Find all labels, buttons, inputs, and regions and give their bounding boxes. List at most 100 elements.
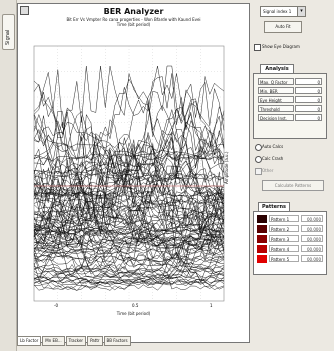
- ber-chart-window: -0 0.5 1 BER Analyzer Bit Err Vs Vmpter Ro…: [17, 3, 250, 343]
- tab-tracker[interactable]: Tracker: [65, 336, 87, 346]
- measurement-row: Eye Height 0: [258, 96, 322, 104]
- eye-trace: [33, 188, 225, 291]
- eye-trace: [33, 148, 225, 198]
- eye-trace: [33, 157, 225, 212]
- eye-diagram-plot[interactable]: -0 0.5 1: [18, 4, 249, 342]
- eye-trace: [33, 115, 225, 208]
- eye-trace: [33, 76, 225, 175]
- show-eye-diagram-label: Show Eye Diagram: [262, 44, 300, 49]
- eye-trace: [33, 227, 225, 245]
- eye-trace: [33, 182, 225, 246]
- measurement-value: 0: [295, 78, 322, 85]
- auto-calc-label: Auto Calcs: [262, 144, 284, 149]
- pattern-label: Pattern 3: [269, 235, 299, 242]
- analysis-side-panel: Signal index 1 ▾ Auto Fit Show Eye Diagr…: [250, 0, 334, 351]
- x-tick-label: -0: [54, 303, 58, 308]
- tab-lb-factor[interactable]: Lb Factor: [17, 336, 42, 346]
- eye-trace: [33, 139, 225, 247]
- eye-trace: [33, 172, 225, 220]
- eye-trace: [33, 268, 225, 286]
- patterns-box: Pattern 1 00.000 Pattern 2 00.000 Patter…: [253, 211, 327, 275]
- eye-trace: [33, 148, 225, 239]
- eye-trace: [33, 136, 225, 198]
- eye-trace: [33, 244, 225, 291]
- eye-trace: [33, 223, 225, 236]
- tab-min-ber[interactable]: Mn EB...: [42, 336, 65, 346]
- eye-trace: [33, 157, 225, 217]
- eye-trace: [33, 165, 225, 274]
- eye-trace: [33, 221, 225, 262]
- chevron-down-icon[interactable]: ▾: [297, 7, 305, 16]
- eye-trace: [33, 133, 225, 229]
- eye-trace: [33, 105, 225, 183]
- bottom-tab-bar: Lb Factor Mn EB... Tracker Pattr BB Fact…: [17, 336, 131, 346]
- eye-trace: [33, 197, 225, 260]
- signal-index-value: Signal index 1: [263, 9, 292, 14]
- pattern-row[interactable]: Pattern 5 00.000: [257, 255, 323, 263]
- x-tick-label: 1: [210, 303, 213, 308]
- eye-trace: [33, 255, 225, 278]
- other-checkbox[interactable]: [255, 168, 262, 175]
- pattern-row[interactable]: Pattern 2 00.000: [257, 225, 323, 233]
- measurement-row: Min. BER 0: [258, 87, 322, 95]
- eye-trace: [33, 268, 225, 287]
- calc-crash-radio[interactable]: [255, 156, 262, 163]
- measurement-row: Max. Q Factor 0: [258, 78, 322, 86]
- pattern-row[interactable]: Pattern 1 00.000: [257, 215, 323, 223]
- eye-trace: [33, 232, 225, 254]
- eye-trace: [33, 154, 225, 183]
- eye-trace: [33, 221, 225, 282]
- eye-trace: [33, 146, 225, 217]
- measurement-value: 0: [295, 105, 322, 112]
- tab-signal[interactable]: Signal: [2, 14, 15, 50]
- tab-bb-factors[interactable]: BB Factors: [103, 336, 131, 346]
- pattern-value: 00.000: [301, 225, 323, 232]
- auto-calc-radio[interactable]: [255, 144, 262, 151]
- eye-trace: [33, 160, 225, 224]
- eye-trace: [33, 103, 225, 187]
- pattern-color-swatch: [257, 215, 267, 223]
- eye-trace: [33, 234, 225, 254]
- eye-trace: [33, 179, 225, 210]
- eye-trace: [33, 208, 225, 232]
- eye-trace: [33, 134, 225, 199]
- eye-trace: [33, 156, 225, 206]
- signal-index-select[interactable]: Signal index 1 ▾: [260, 6, 306, 17]
- eye-trace: [33, 195, 225, 242]
- eye-trace: [33, 169, 225, 250]
- pattern-value: 00.000: [301, 245, 323, 252]
- chart-title: BER Analyzer: [103, 7, 164, 16]
- eye-trace: [33, 224, 225, 286]
- eye-trace: [33, 142, 225, 223]
- tab-patterns[interactable]: Patterns: [258, 202, 290, 212]
- pattern-value: 00.000: [301, 235, 323, 242]
- measurement-label: Min. BER: [258, 87, 294, 94]
- measurement-label: Threshold: [258, 105, 294, 112]
- chart-subtitle-2: Time (bit period): [116, 22, 151, 27]
- tab-analysis[interactable]: Analysis: [260, 64, 294, 74]
- auto-fit-button[interactable]: Auto Fit: [264, 21, 302, 33]
- x-axis-label: Time (bit period): [116, 311, 151, 316]
- eye-trace: [33, 136, 225, 199]
- eye-trace: [33, 191, 225, 266]
- eye-trace: [34, 206, 225, 234]
- pattern-row[interactable]: Pattern 3 00.000: [257, 235, 323, 243]
- plot-grid: [34, 46, 224, 301]
- window-menu-icon[interactable]: [20, 6, 29, 15]
- x-tick-label: 0.5: [132, 303, 139, 308]
- eye-trace: [33, 80, 225, 168]
- pattern-color-swatch: [257, 245, 267, 253]
- pattern-color-swatch: [257, 255, 267, 263]
- eye-trace: [33, 154, 225, 181]
- measurement-row: Decision Inst. 0: [258, 114, 322, 122]
- pattern-color-swatch: [257, 235, 267, 243]
- eye-trace: [33, 207, 225, 250]
- pattern-row[interactable]: Pattern 4 00.000: [257, 245, 323, 253]
- tab-pattern[interactable]: Pattr: [87, 336, 103, 346]
- show-eye-diagram-checkbox[interactable]: [254, 44, 261, 51]
- other-label: Other: [262, 168, 274, 173]
- eye-trace: [33, 115, 225, 209]
- eye-trace: [33, 187, 225, 273]
- y-axis-label: Amplitude (a.u.): [224, 151, 229, 184]
- calculate-patterns-button[interactable]: Calculate Patterns: [262, 180, 324, 191]
